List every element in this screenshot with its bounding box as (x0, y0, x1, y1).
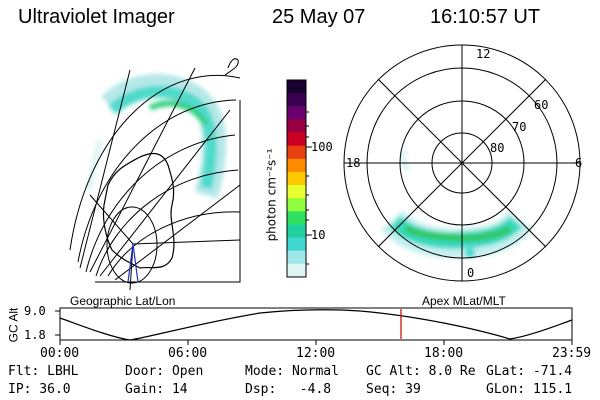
geo-aurora (85, 73, 227, 199)
colorbar-stripe (287, 106, 306, 120)
status-glat: GLat: -71.4 (486, 364, 573, 379)
altitude-tick-9: 9.0 (24, 304, 46, 318)
time-tick-0000: 00:00 (40, 346, 80, 361)
polar-aurora (380, 149, 533, 259)
colorbar-stripe (287, 198, 306, 212)
colorbar-stripe (287, 224, 306, 239)
status-flt: Flt: LBHL (8, 364, 79, 379)
colorbar-tick-100: 100 (311, 140, 333, 154)
status-ip: IP: 36.0 (8, 382, 71, 397)
status-mode: Mode: Normal (245, 364, 339, 379)
instrument-title: Ultraviolet Imager (18, 6, 175, 28)
geographic-map (69, 58, 241, 291)
mlat-label-70: 70 (512, 120, 527, 134)
mlt-label-6: 6 (575, 156, 583, 170)
colorbar-stripe (287, 250, 306, 265)
colorbar-stripe (287, 93, 306, 107)
status-seq: Seq: 39 (366, 382, 421, 397)
date-label: 25 May 07 (272, 6, 366, 28)
colorbar-stripe (287, 145, 306, 160)
colorbar-stripe (287, 263, 306, 278)
time-tick-1200: 12:00 (296, 346, 336, 361)
colorbar-stripe (287, 185, 306, 199)
status-dsp: Dsp: -4.8 (245, 382, 332, 397)
polar-plot (343, 44, 581, 282)
mlt-label-18: 18 (346, 156, 361, 170)
mlat-label-60: 60 (534, 98, 549, 112)
polar-caption: Apex MLat/MLT (422, 294, 506, 308)
colorbar-stripe (287, 171, 306, 186)
colorbar-stripe (287, 132, 306, 147)
altitude-axis-label: GC Alt (6, 307, 21, 343)
altitude-tick-1-8: 1.8 (24, 328, 46, 342)
time-tick-2359: 23:59 (552, 346, 592, 361)
status-door: Door: Open (125, 364, 204, 379)
mlt-label-12: 12 (476, 47, 491, 61)
altitude-timeline (55, 307, 573, 345)
colorbar (286, 79, 312, 278)
colorbar-stripe (287, 237, 306, 252)
colorbar-tick-10: 10 (311, 228, 326, 242)
status-gain: Gain: 14 (125, 382, 188, 397)
mlat-label-80: 80 (490, 141, 505, 155)
time-tick-0600: 06:00 (168, 346, 208, 361)
colorbar-stripe (287, 80, 306, 94)
colorbar-stripe (287, 158, 306, 173)
geographic-caption: Geographic Lat/Lon (70, 294, 176, 308)
colorbar-stripe (287, 119, 306, 134)
mlt-label-0: 0 (467, 266, 475, 280)
colorbar-unit-label: photon cm⁻²s⁻¹ (264, 148, 279, 242)
status-gc-alt: GC Alt: 8.0 Re (366, 364, 476, 379)
time-tick-1800: 18:00 (424, 346, 464, 361)
colorbar-stripe (287, 211, 306, 226)
time-label: 16:10:57 UT (430, 6, 541, 28)
status-glon: GLon: 115.1 (486, 382, 573, 397)
